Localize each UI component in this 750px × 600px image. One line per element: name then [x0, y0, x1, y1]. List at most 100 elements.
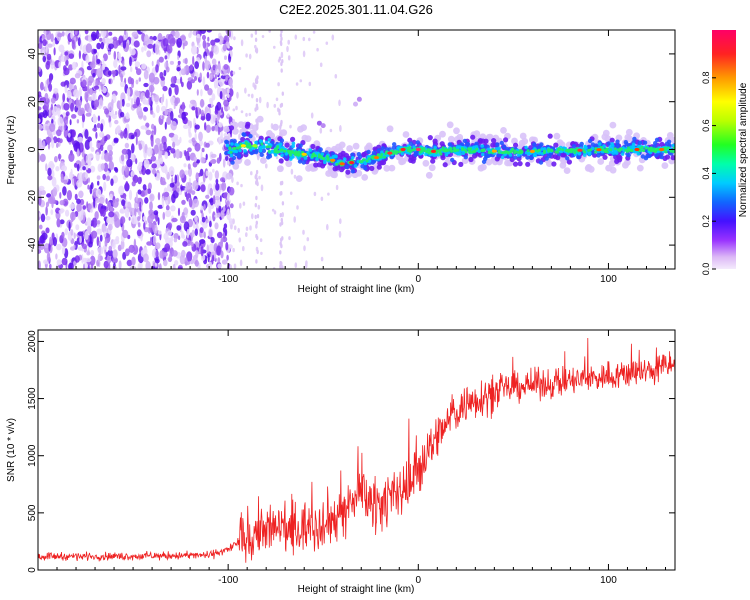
- ridge-speckle: [334, 154, 338, 159]
- noise-speckle: [130, 170, 135, 177]
- noise-speckle: [191, 45, 198, 55]
- ridge-speckle: [258, 146, 263, 150]
- noise-speckle: [201, 147, 205, 153]
- spectrogram-ylabel: Frequency (Hz): [6, 116, 17, 185]
- noise-speckle: [45, 136, 52, 144]
- ridge-speckle: [459, 142, 465, 147]
- streak-speckle: [280, 36, 283, 41]
- noise-speckle: [98, 33, 101, 38]
- noise-speckle: [178, 266, 182, 269]
- noise-speckle: [200, 116, 206, 121]
- noise-speckle: [174, 30, 180, 39]
- noise-speckle: [61, 257, 68, 266]
- noise-speckle: [211, 93, 216, 101]
- sparse-speckle: [289, 191, 293, 195]
- noise-speckle: [40, 81, 44, 91]
- noise-speckle: [186, 80, 193, 90]
- streak-speckle: [254, 78, 258, 83]
- noise-speckle: [62, 186, 67, 196]
- noise-speckle: [212, 254, 215, 262]
- noise-speckle: [120, 216, 126, 225]
- noise-speckle: [120, 66, 127, 71]
- noise-speckle: [186, 251, 193, 262]
- ridge-speckle: [587, 138, 593, 144]
- noise-speckle: [41, 34, 46, 40]
- sparse-speckle: [227, 93, 230, 99]
- noise-speckle: [70, 30, 74, 40]
- noise-speckle: [214, 38, 221, 43]
- noise-speckle: [45, 43, 48, 54]
- sparse-speckle: [302, 229, 305, 235]
- noise-speckle: [222, 158, 226, 168]
- noise-speckle: [93, 99, 100, 108]
- noise-speckle: [215, 178, 219, 184]
- noise-speckle: [96, 175, 101, 180]
- noise-speckle: [220, 131, 223, 140]
- noise-speckle: [207, 88, 213, 96]
- sparse-speckle: [240, 110, 244, 114]
- noise-speckle: [176, 225, 182, 231]
- noise-speckle: [100, 155, 105, 160]
- noise-speckle: [162, 85, 168, 92]
- noise-speckle: [52, 186, 58, 197]
- y-tick-label: 40: [27, 48, 38, 60]
- streak-speckle: [279, 122, 283, 127]
- ridge-speckle: [513, 142, 519, 148]
- ridge-speckle: [615, 139, 620, 144]
- noise-speckle: [109, 121, 112, 128]
- noise-speckle: [87, 265, 90, 269]
- ridge-speckle: [228, 147, 232, 150]
- sparse-speckle: [310, 112, 314, 119]
- ridge-speckle: [666, 132, 674, 139]
- noise-speckle: [191, 106, 196, 111]
- noise-speckle: [165, 210, 172, 218]
- noise-speckle: [200, 89, 203, 97]
- noise-speckle: [75, 141, 81, 152]
- noise-speckle: [125, 153, 129, 160]
- noise-speckle: [130, 134, 135, 140]
- noise-speckle: [163, 191, 170, 198]
- noise-speckle: [101, 78, 106, 85]
- sparse-speckle: [251, 93, 254, 99]
- noise-speckle: [83, 263, 85, 269]
- noise-speckle: [92, 115, 98, 124]
- noise-speckle: [143, 115, 147, 121]
- noise-speckle: [97, 67, 103, 78]
- colorbar-tick-label: 0.4: [701, 167, 711, 180]
- noise-speckle: [73, 162, 78, 168]
- ridge-speckle: [290, 150, 294, 154]
- noise-speckle: [76, 148, 80, 158]
- ridge-speckle: [516, 150, 519, 154]
- noise-speckle: [131, 31, 138, 38]
- ridge-speckle: [335, 143, 342, 151]
- sparse-speckle: [273, 103, 277, 108]
- streak-speckle: [256, 105, 259, 111]
- sparse-speckle: [229, 50, 232, 55]
- sparse-speckle: [313, 191, 317, 197]
- sparse-speckle: [249, 225, 252, 231]
- noise-speckle: [131, 181, 136, 187]
- noise-speckle: [207, 253, 210, 263]
- sparse-speckle: [287, 55, 291, 61]
- noise-speckle: [119, 111, 125, 118]
- ridge-speckle: [461, 151, 466, 156]
- noise-speckle: [89, 255, 96, 266]
- noise-speckle: [193, 156, 198, 162]
- sparse-speckle: [238, 133, 241, 140]
- noise-speckle: [78, 190, 84, 199]
- noise-speckle: [40, 213, 46, 223]
- ridge-speckle: [551, 161, 557, 167]
- noise-speckle: [45, 216, 51, 221]
- ridge-speckle: [636, 164, 644, 172]
- noise-speckle: [161, 197, 165, 208]
- x-tick-label: 100: [600, 575, 617, 586]
- noise-speckle: [189, 99, 196, 105]
- noise-speckle: [170, 83, 176, 88]
- ridge-speckle: [352, 142, 360, 150]
- noise-speckle: [196, 36, 199, 46]
- noise-speckle: [91, 98, 95, 109]
- noise-speckle: [119, 208, 124, 214]
- noise-speckle: [64, 228, 69, 236]
- ridge-speckle: [456, 148, 460, 152]
- noise-speckle: [70, 168, 73, 177]
